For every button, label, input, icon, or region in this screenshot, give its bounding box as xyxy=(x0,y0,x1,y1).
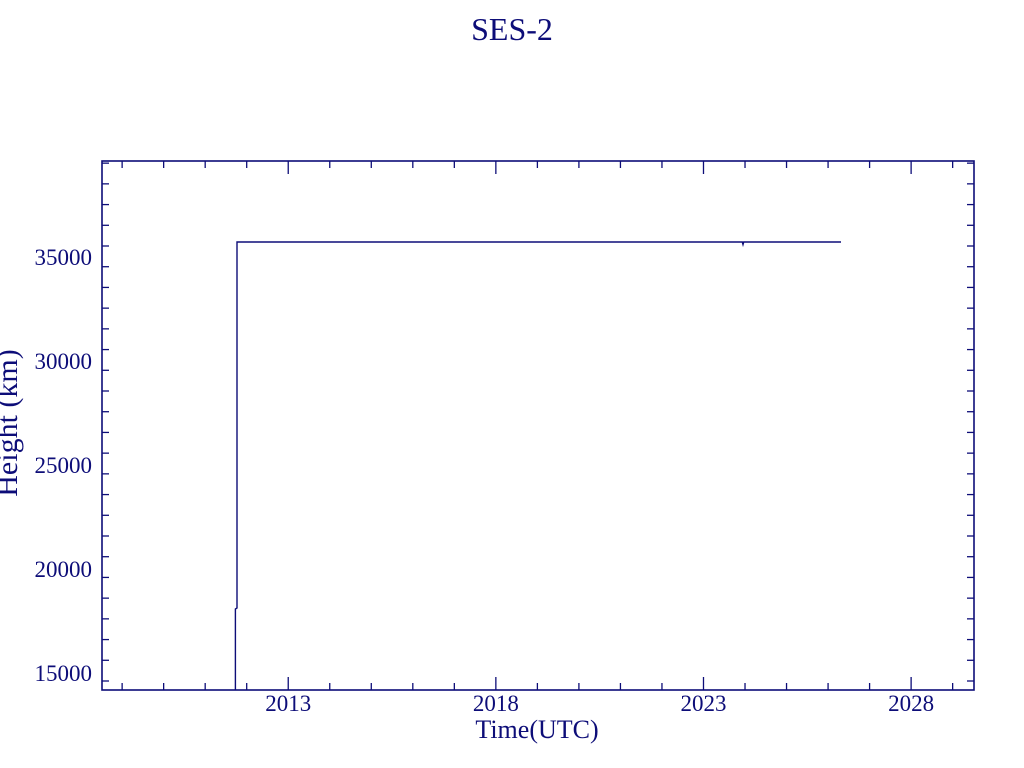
svg-text:2028: 2028 xyxy=(888,691,934,716)
svg-text:20000: 20000 xyxy=(35,557,93,582)
svg-text:Height (km): Height (km) xyxy=(0,349,24,496)
svg-text:SES-2: SES-2 xyxy=(471,11,553,47)
svg-text:15000: 15000 xyxy=(35,661,93,686)
svg-text:25000: 25000 xyxy=(35,453,93,478)
svg-text:30000: 30000 xyxy=(35,349,93,374)
svg-text:2023: 2023 xyxy=(680,691,726,716)
svg-text:35000: 35000 xyxy=(35,245,93,270)
svg-text:2018: 2018 xyxy=(473,691,519,716)
svg-text:2013: 2013 xyxy=(265,691,311,716)
svg-text:Time(UTC): Time(UTC) xyxy=(475,715,598,744)
